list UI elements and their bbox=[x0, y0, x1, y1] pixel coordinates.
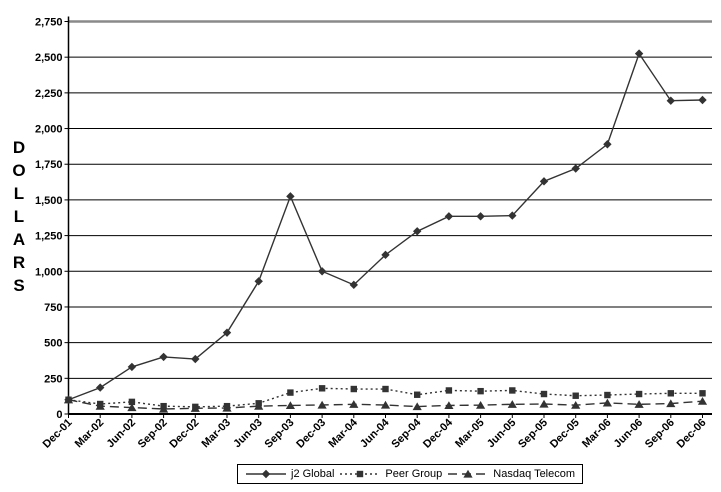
y-tick-label: 750 bbox=[44, 302, 62, 314]
series-line-j2-global bbox=[68, 52, 703, 401]
x-tick-label: Jun-02 bbox=[104, 417, 138, 451]
y-tick-label: 500 bbox=[44, 338, 62, 350]
y-axis-title-letter: O bbox=[12, 161, 26, 180]
legend-item-j2-global: j2 Global bbox=[245, 468, 334, 480]
legend-marker-square-icon bbox=[340, 470, 381, 478]
legend-label-j2-global: j2 Global bbox=[291, 468, 335, 480]
x-tick-label: Dec-04 bbox=[421, 416, 456, 451]
x-tick-label: Jun-03 bbox=[231, 417, 265, 451]
y-axis-ticks: 0 250 500 750 1,000 1,250 1,500 1,750 2,000 2,250… bbox=[35, 17, 69, 421]
y-tick-label: 2,750 bbox=[35, 17, 63, 29]
x-tick-label: Sep-03 bbox=[263, 417, 297, 451]
y-tick-label: 1,000 bbox=[35, 266, 63, 278]
x-tick-label: Jun-06 bbox=[612, 417, 646, 451]
series-line-peer-group bbox=[68, 387, 703, 408]
y-tick-label: 1,250 bbox=[35, 231, 63, 243]
series-markers-nasdaq-telecom bbox=[63, 395, 708, 413]
axes bbox=[67, 16, 712, 415]
legend-label-peer-group: Peer Group bbox=[385, 468, 443, 480]
x-tick-label: Mar-02 bbox=[73, 417, 107, 451]
y-axis-title-letter: R bbox=[12, 253, 26, 272]
legend-label-nasdaq-telecom: Nasdaq Telecom bbox=[493, 468, 576, 480]
legend-marker-triangle-icon bbox=[448, 469, 489, 478]
x-axis-ticks: Dec-01Mar-02Jun-02Sep-02Dec-02Mar-03Jun-… bbox=[41, 414, 709, 451]
y-tick-label: 0 bbox=[56, 409, 62, 421]
x-tick-label: Sep-02 bbox=[136, 417, 170, 451]
y-axis-title-letter: D bbox=[12, 138, 26, 157]
x-tick-label: Dec-03 bbox=[294, 417, 328, 451]
y-tick-label: 1,500 bbox=[35, 195, 63, 207]
legend: j2 Global Peer Group Nasdaq Telecom bbox=[237, 464, 584, 484]
legend-marker-diamond-icon bbox=[246, 469, 286, 479]
legend-item-nasdaq-telecom: Nasdaq Telecom bbox=[447, 468, 575, 480]
series-line-nasdaq-telecom bbox=[68, 399, 703, 410]
y-tick-label: 1,750 bbox=[35, 159, 63, 171]
x-tick-label: Dec-05 bbox=[548, 417, 582, 451]
x-tick-label: Sep-05 bbox=[516, 417, 550, 451]
y-tick-label: 250 bbox=[44, 373, 62, 385]
y-axis-title-letter: S bbox=[13, 276, 25, 295]
gridlines bbox=[68, 20, 712, 379]
x-tick-label: Mar-06 bbox=[580, 417, 614, 451]
series-nasdaq-telecom bbox=[63, 395, 708, 413]
series-j2-global bbox=[64, 49, 707, 404]
x-tick-label: Jun-04 bbox=[358, 416, 392, 450]
x-tick-label: Sep-06 bbox=[643, 417, 677, 451]
x-tick-label: Dec-01 bbox=[41, 417, 75, 451]
y-axis-title-letter: L bbox=[13, 184, 25, 203]
legend-item-peer-group: Peer Group bbox=[339, 468, 442, 480]
x-tick-label: Dec-06 bbox=[675, 417, 709, 451]
y-axis-title-letter: A bbox=[12, 230, 26, 249]
x-tick-label: Mar-03 bbox=[200, 417, 234, 451]
x-tick-label: Dec-02 bbox=[167, 417, 201, 451]
x-tick-label: Sep-04 bbox=[389, 416, 424, 451]
series-markers-j2-global bbox=[64, 49, 707, 404]
x-tick-label: Mar-05 bbox=[453, 417, 487, 451]
y-axis-title-letter: L bbox=[13, 207, 25, 226]
y-tick-label: 2,500 bbox=[35, 52, 63, 64]
x-tick-label: Jun-05 bbox=[485, 417, 519, 451]
y-tick-label: 2,250 bbox=[35, 88, 63, 100]
x-tick-label: Mar-04 bbox=[326, 416, 360, 450]
y-tick-label: 2,000 bbox=[35, 124, 63, 136]
